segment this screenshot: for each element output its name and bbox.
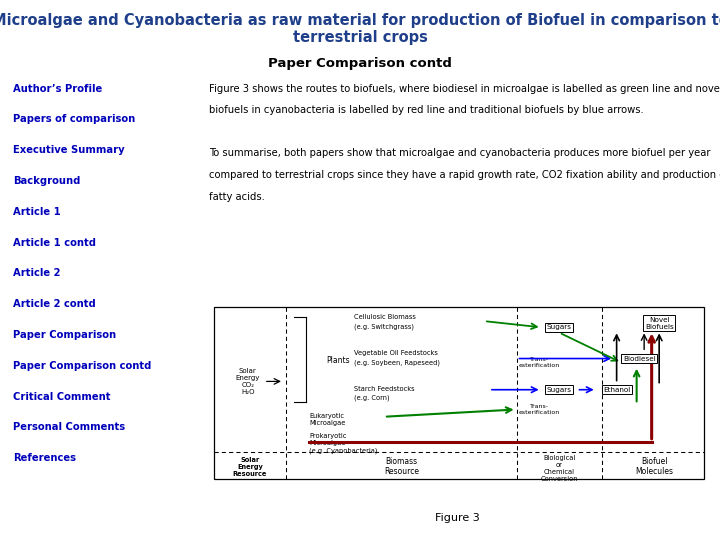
Text: Ethanol: Ethanol xyxy=(603,387,630,393)
Bar xyxy=(214,307,704,479)
Text: terrestrial crops: terrestrial crops xyxy=(292,30,428,45)
Text: To summarise, both papers show that microalgae and cyanobacteria produces more b: To summarise, both papers show that micr… xyxy=(209,148,711,159)
Text: Plants: Plants xyxy=(326,356,350,365)
Text: Sugars: Sugars xyxy=(546,387,572,393)
Text: Paper Comparison contd: Paper Comparison contd xyxy=(13,361,151,371)
Text: Papers of comparison: Papers of comparison xyxy=(13,114,135,125)
Text: Solar
Energy
Resource: Solar Energy Resource xyxy=(233,457,267,477)
Text: Eukaryotic
Microalgae: Eukaryotic Microalgae xyxy=(309,413,346,426)
Text: Starch Feedstocks: Starch Feedstocks xyxy=(354,386,415,392)
Text: Microalgae and Cyanobacteria as raw material for production of Biofuel in compar: Microalgae and Cyanobacteria as raw mate… xyxy=(0,14,720,29)
Text: Figure 3: Figure 3 xyxy=(435,513,480,523)
Text: compared to terrestrial crops since they have a rapid growth rate, CO2 fixation : compared to terrestrial crops since they… xyxy=(209,170,720,180)
Text: Biological
or
Chemical
Conversion: Biological or Chemical Conversion xyxy=(540,455,578,482)
Text: Paper Comparison contd: Paper Comparison contd xyxy=(268,57,452,70)
Text: Article 2 contd: Article 2 contd xyxy=(13,299,96,309)
Text: Author’s Profile: Author’s Profile xyxy=(13,84,102,94)
Text: Personal Comments: Personal Comments xyxy=(13,422,125,433)
Text: Trans-
esterification: Trans- esterification xyxy=(518,357,559,368)
Text: (e.g. Corn): (e.g. Corn) xyxy=(354,395,390,401)
Text: (e.g. Switchgrass): (e.g. Switchgrass) xyxy=(354,323,414,330)
Text: Article 2: Article 2 xyxy=(13,268,60,279)
Text: Biomass
Resource: Biomass Resource xyxy=(384,457,419,476)
Text: fatty acids.: fatty acids. xyxy=(209,192,265,202)
Text: References: References xyxy=(13,453,76,463)
Text: Executive Summary: Executive Summary xyxy=(13,145,125,156)
Text: Critical Comment: Critical Comment xyxy=(13,392,110,402)
Text: Novel
Biofuels: Novel Biofuels xyxy=(645,316,673,330)
Text: Background: Background xyxy=(13,176,81,186)
Text: Figure 3 shows the routes to biofuels, where biodiesel in microalgae is labelled: Figure 3 shows the routes to biofuels, w… xyxy=(209,84,720,94)
Text: Prokaryotic
Microalgae
(e.g. Cyanobacteria): Prokaryotic Microalgae (e.g. Cyanobacter… xyxy=(309,434,377,454)
Text: Article 1: Article 1 xyxy=(13,207,60,217)
Text: Paper Comparison: Paper Comparison xyxy=(13,330,116,340)
Text: Cellulosic Biomass: Cellulosic Biomass xyxy=(354,314,415,320)
Text: Vegetable Oil Feedstocks: Vegetable Oil Feedstocks xyxy=(354,350,438,356)
Text: (e.g. Soybeen, Rapeseed): (e.g. Soybeen, Rapeseed) xyxy=(354,360,440,366)
Text: Article 1 contd: Article 1 contd xyxy=(13,238,96,248)
Text: Sugars: Sugars xyxy=(546,325,572,330)
Text: Biofuel
Molecules: Biofuel Molecules xyxy=(635,457,673,476)
Text: biofuels in cyanobacteria is labelled by red line and traditional biofuels by bl: biofuels in cyanobacteria is labelled by… xyxy=(209,105,644,116)
Text: Trans-
esterification: Trans- esterification xyxy=(518,404,559,415)
Text: Solar
Energy
CO₂
H₂O: Solar Energy CO₂ H₂O xyxy=(235,368,260,395)
Text: Biodiesel: Biodiesel xyxy=(623,355,655,362)
